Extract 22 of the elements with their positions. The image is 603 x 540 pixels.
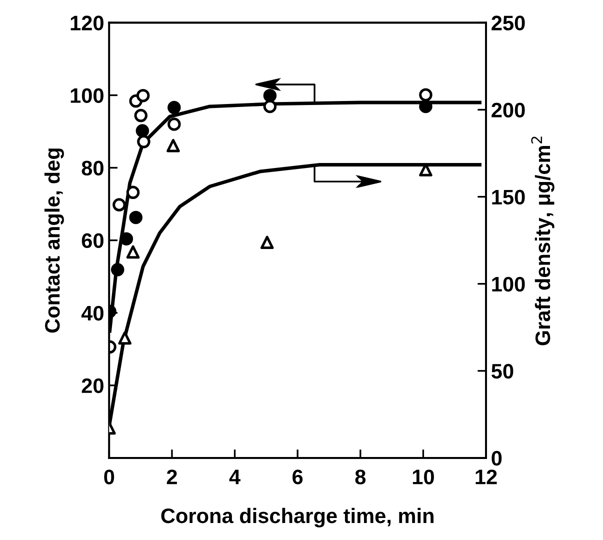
x-tick-label: 6 [292,470,303,484]
y-axis-title: Contact angle, deg [44,148,64,333]
x-tick-label: 0 [104,470,114,484]
x-tick-label: 4 [229,470,240,484]
y2-tick-label: 250 [492,16,525,30]
y-tick-label: 80 [82,160,104,176]
x-tick-label: 8 [355,470,366,484]
y-tick-label: 120 [70,16,104,30]
x-tick-label: 12 [476,470,497,484]
y2-tick-label: 50 [492,364,514,379]
y2-axis-title: Graft density, μg/cm$^{2}$ [531,136,554,346]
y2-tick-label: 150 [492,190,525,205]
y2-tick-label: 100 [492,276,525,292]
x-axis-title: Corona discharge time, min [161,508,434,528]
x-tick-label: 2 [166,470,177,484]
y-tick-label: 60 [82,233,104,248]
y2-tick-label: 0 [492,450,502,466]
y-tick-label: 100 [70,88,104,103]
y-tick-label: 20 [82,378,104,394]
y-tick-label: 40 [81,306,104,321]
x-tick-label: 10 [412,470,434,484]
y2-tick-label: 200 [492,102,525,118]
